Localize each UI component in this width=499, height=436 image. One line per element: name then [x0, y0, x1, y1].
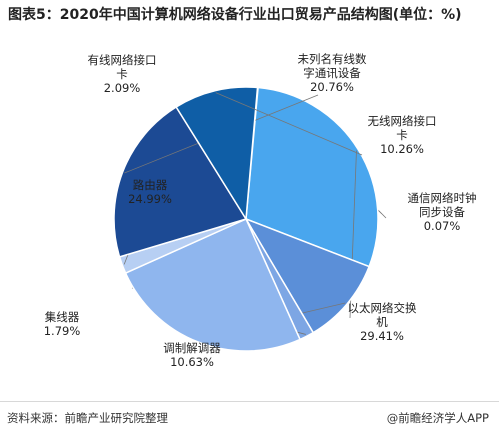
slice-category-label: 无线网络接口	[368, 114, 437, 128]
slice-value-label: 2.09%	[104, 81, 141, 95]
slice-category-label: 未列名有线数	[298, 52, 367, 66]
slice-category-label: 路由器	[133, 178, 168, 192]
slice-category-label: 同步设备	[419, 205, 465, 219]
slice-category-label: 通信网络时钟	[408, 191, 477, 205]
pie-slice	[113, 105, 248, 258]
footer: 资料来源：前瞻产业研究院整理 @前瞻经济学人APP	[0, 401, 499, 436]
slice-value-label: 10.26%	[380, 142, 424, 156]
slice-category-label: 卡	[116, 67, 128, 81]
pie-slice	[124, 218, 302, 352]
pie-slice	[244, 217, 371, 334]
brand-label: @前瞻经济学人APP	[386, 411, 489, 425]
leader-line	[215, 92, 363, 156]
slice-category-label: 调制解调器	[163, 341, 221, 355]
slice-category-label: 有线网络接口	[88, 53, 157, 67]
slice-value-label: 20.76%	[310, 80, 354, 94]
source-note: 资料来源：前瞻产业研究院整理	[7, 411, 168, 425]
slice-category-label: 集线器	[45, 310, 80, 324]
pie-slice	[245, 86, 379, 268]
slice-value-label: 1.79%	[44, 324, 81, 338]
slice-value-label: 0.07%	[424, 219, 461, 233]
slice-category-label: 机	[376, 315, 388, 329]
slice-category-label: 字通讯设备	[303, 66, 361, 80]
slice-category-label: 卡	[396, 128, 408, 142]
slice-value-label: 10.63%	[170, 355, 214, 369]
slice-value-label: 29.41%	[360, 329, 404, 343]
slice-category-label: 以太网络交换	[348, 301, 417, 315]
slice-value-label: 24.99%	[128, 192, 172, 206]
chart-title: 图表5：2020年中国计算机网络设备行业出口贸易产品结构图(单位：%)	[8, 7, 462, 23]
pie-slice	[175, 86, 259, 222]
